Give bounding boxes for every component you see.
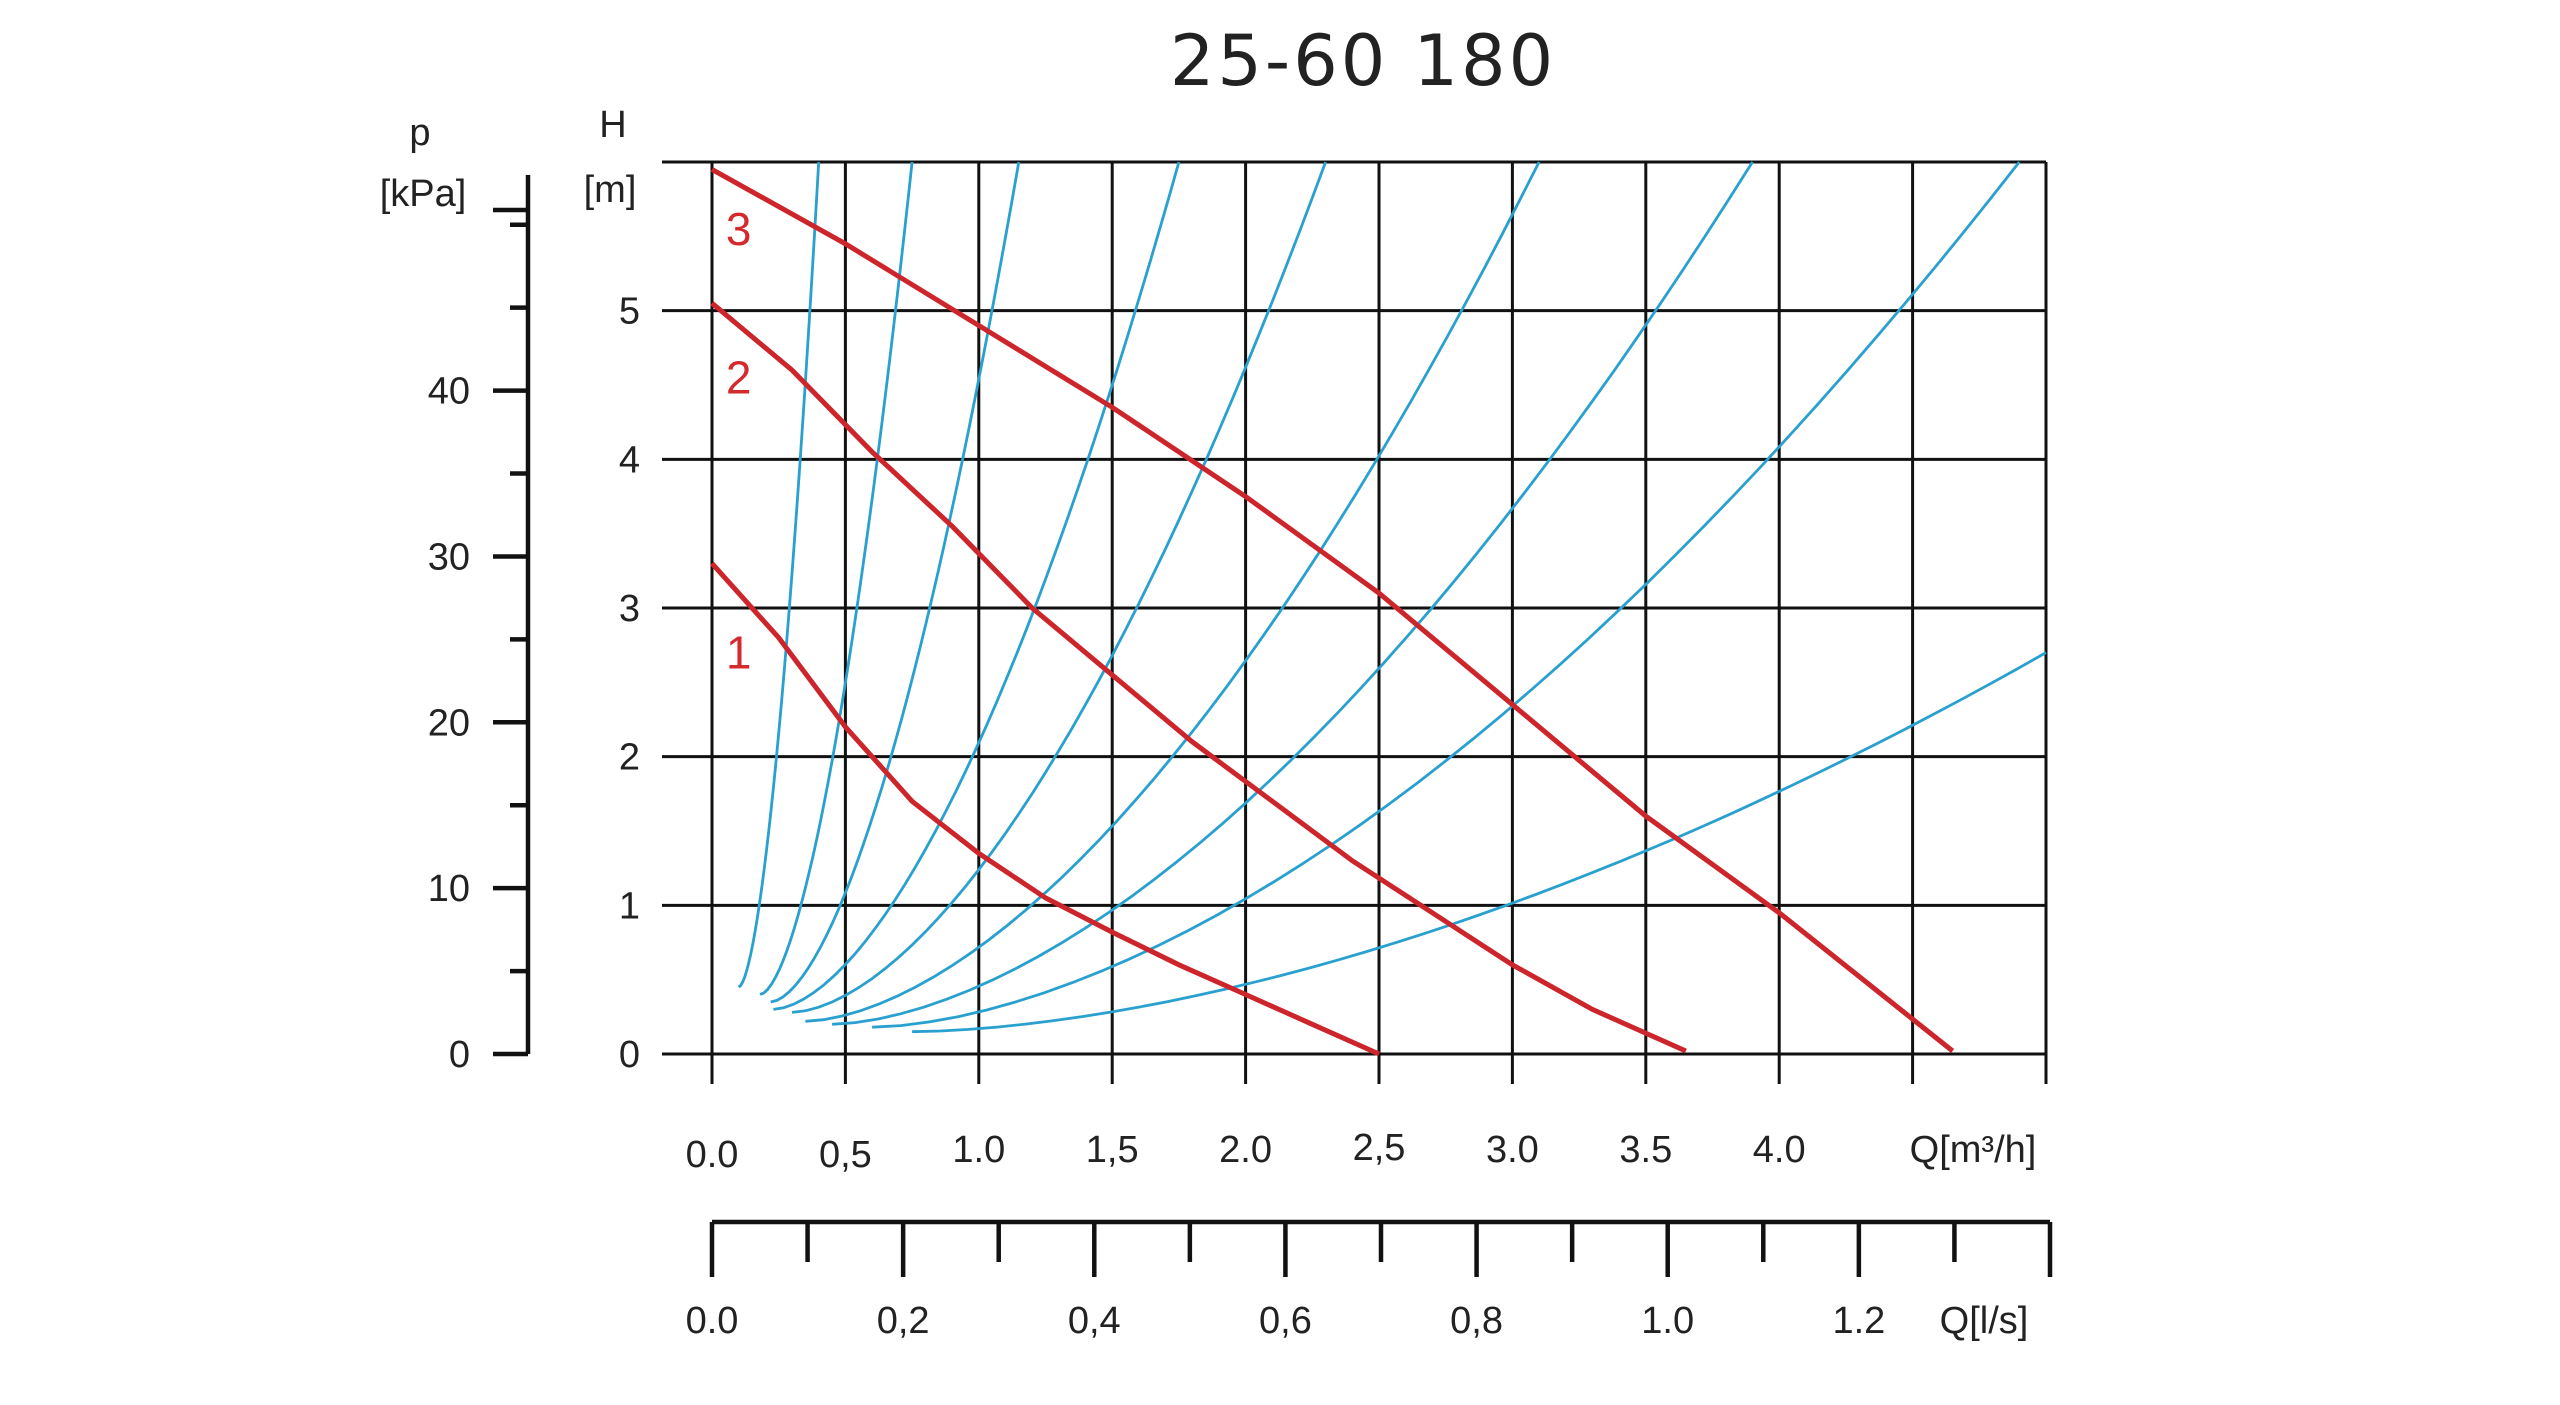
x-tick-label: 1,5 — [1086, 1129, 1139, 1171]
y-tick-label: 3 — [619, 588, 640, 630]
x-tick-label: 3.0 — [1486, 1129, 1539, 1171]
flow-ls-axis-label: Q[l/s] — [1940, 1300, 2029, 1342]
system-curves — [737, 161, 2047, 1034]
x-tick-label: 3.5 — [1619, 1129, 1672, 1171]
pump-curve-3 — [710, 167, 1955, 1053]
y-tick-label: 1 — [619, 885, 640, 927]
axes — [493, 175, 2053, 1277]
y-axis-unit: [m] — [584, 169, 637, 211]
chart-title: 25-60 180 — [1170, 20, 1556, 102]
grid — [662, 160, 2048, 1084]
pressure-tick-label: 20 — [428, 702, 470, 744]
system-curve — [831, 161, 1754, 1026]
flow-ls-tick-label: 1.2 — [1832, 1300, 1885, 1342]
flow-ls-tick-label: 0,8 — [1450, 1300, 1503, 1342]
x-tick-label: 2,5 — [1353, 1127, 1406, 1169]
pump-curve-label: 1 — [726, 627, 752, 679]
x-tick-label: 4.0 — [1753, 1129, 1806, 1171]
flow-axis-label: Q[m³/h] — [1910, 1129, 2037, 1171]
pressure-tick-label: 40 — [428, 371, 470, 413]
y-tick-label: 2 — [619, 737, 640, 779]
pump-curve-label: 3 — [726, 203, 752, 255]
flow-ls-tick-label: 0.0 — [686, 1300, 739, 1342]
pressure-tick-label: 30 — [428, 536, 470, 578]
flow-ls-tick-label: 0,6 — [1259, 1300, 1312, 1342]
x-tick-label: 0.0 — [686, 1134, 739, 1176]
system-curve — [872, 161, 2021, 1029]
pressure-axis-unit: [kPa] — [380, 173, 467, 215]
x-tick-label: 2.0 — [1219, 1129, 1272, 1171]
y-axis-symbol: H — [599, 104, 626, 146]
system-curve — [773, 161, 1181, 1011]
pump-curve-2 — [710, 301, 1687, 1054]
y-tick-label: 4 — [619, 439, 640, 481]
x-tick-label: 1.0 — [952, 1129, 1005, 1171]
pressure-tick-label: 0 — [449, 1034, 470, 1076]
labels: H [m] p [kPa] Q[m³/h] Q[l/s] 0 1 2 3 4 5 0.0 0,… — [380, 104, 2037, 1342]
pressure-tick-label: 10 — [428, 868, 470, 910]
system-curve — [912, 651, 2047, 1034]
flow-ls-tick-label: 0,4 — [1068, 1300, 1121, 1342]
pressure-axis-symbol: p — [409, 112, 430, 154]
flow-ls-tick-label: 0,2 — [877, 1300, 930, 1342]
system-curve — [770, 161, 1021, 1004]
system-curve — [805, 161, 1541, 1023]
y-tick-label: 0 — [619, 1034, 640, 1076]
x-tick-label: 0,5 — [819, 1134, 872, 1176]
pump-curve-label: 2 — [726, 352, 752, 404]
system-curve — [759, 161, 914, 996]
pump-curve-1 — [710, 561, 1381, 1057]
flow-ls-tick-label: 1.0 — [1641, 1300, 1694, 1342]
pump-curves — [710, 167, 1955, 1057]
system-curve — [737, 161, 821, 989]
y-tick-label: 5 — [619, 291, 640, 333]
system-curve — [791, 161, 1327, 1014]
